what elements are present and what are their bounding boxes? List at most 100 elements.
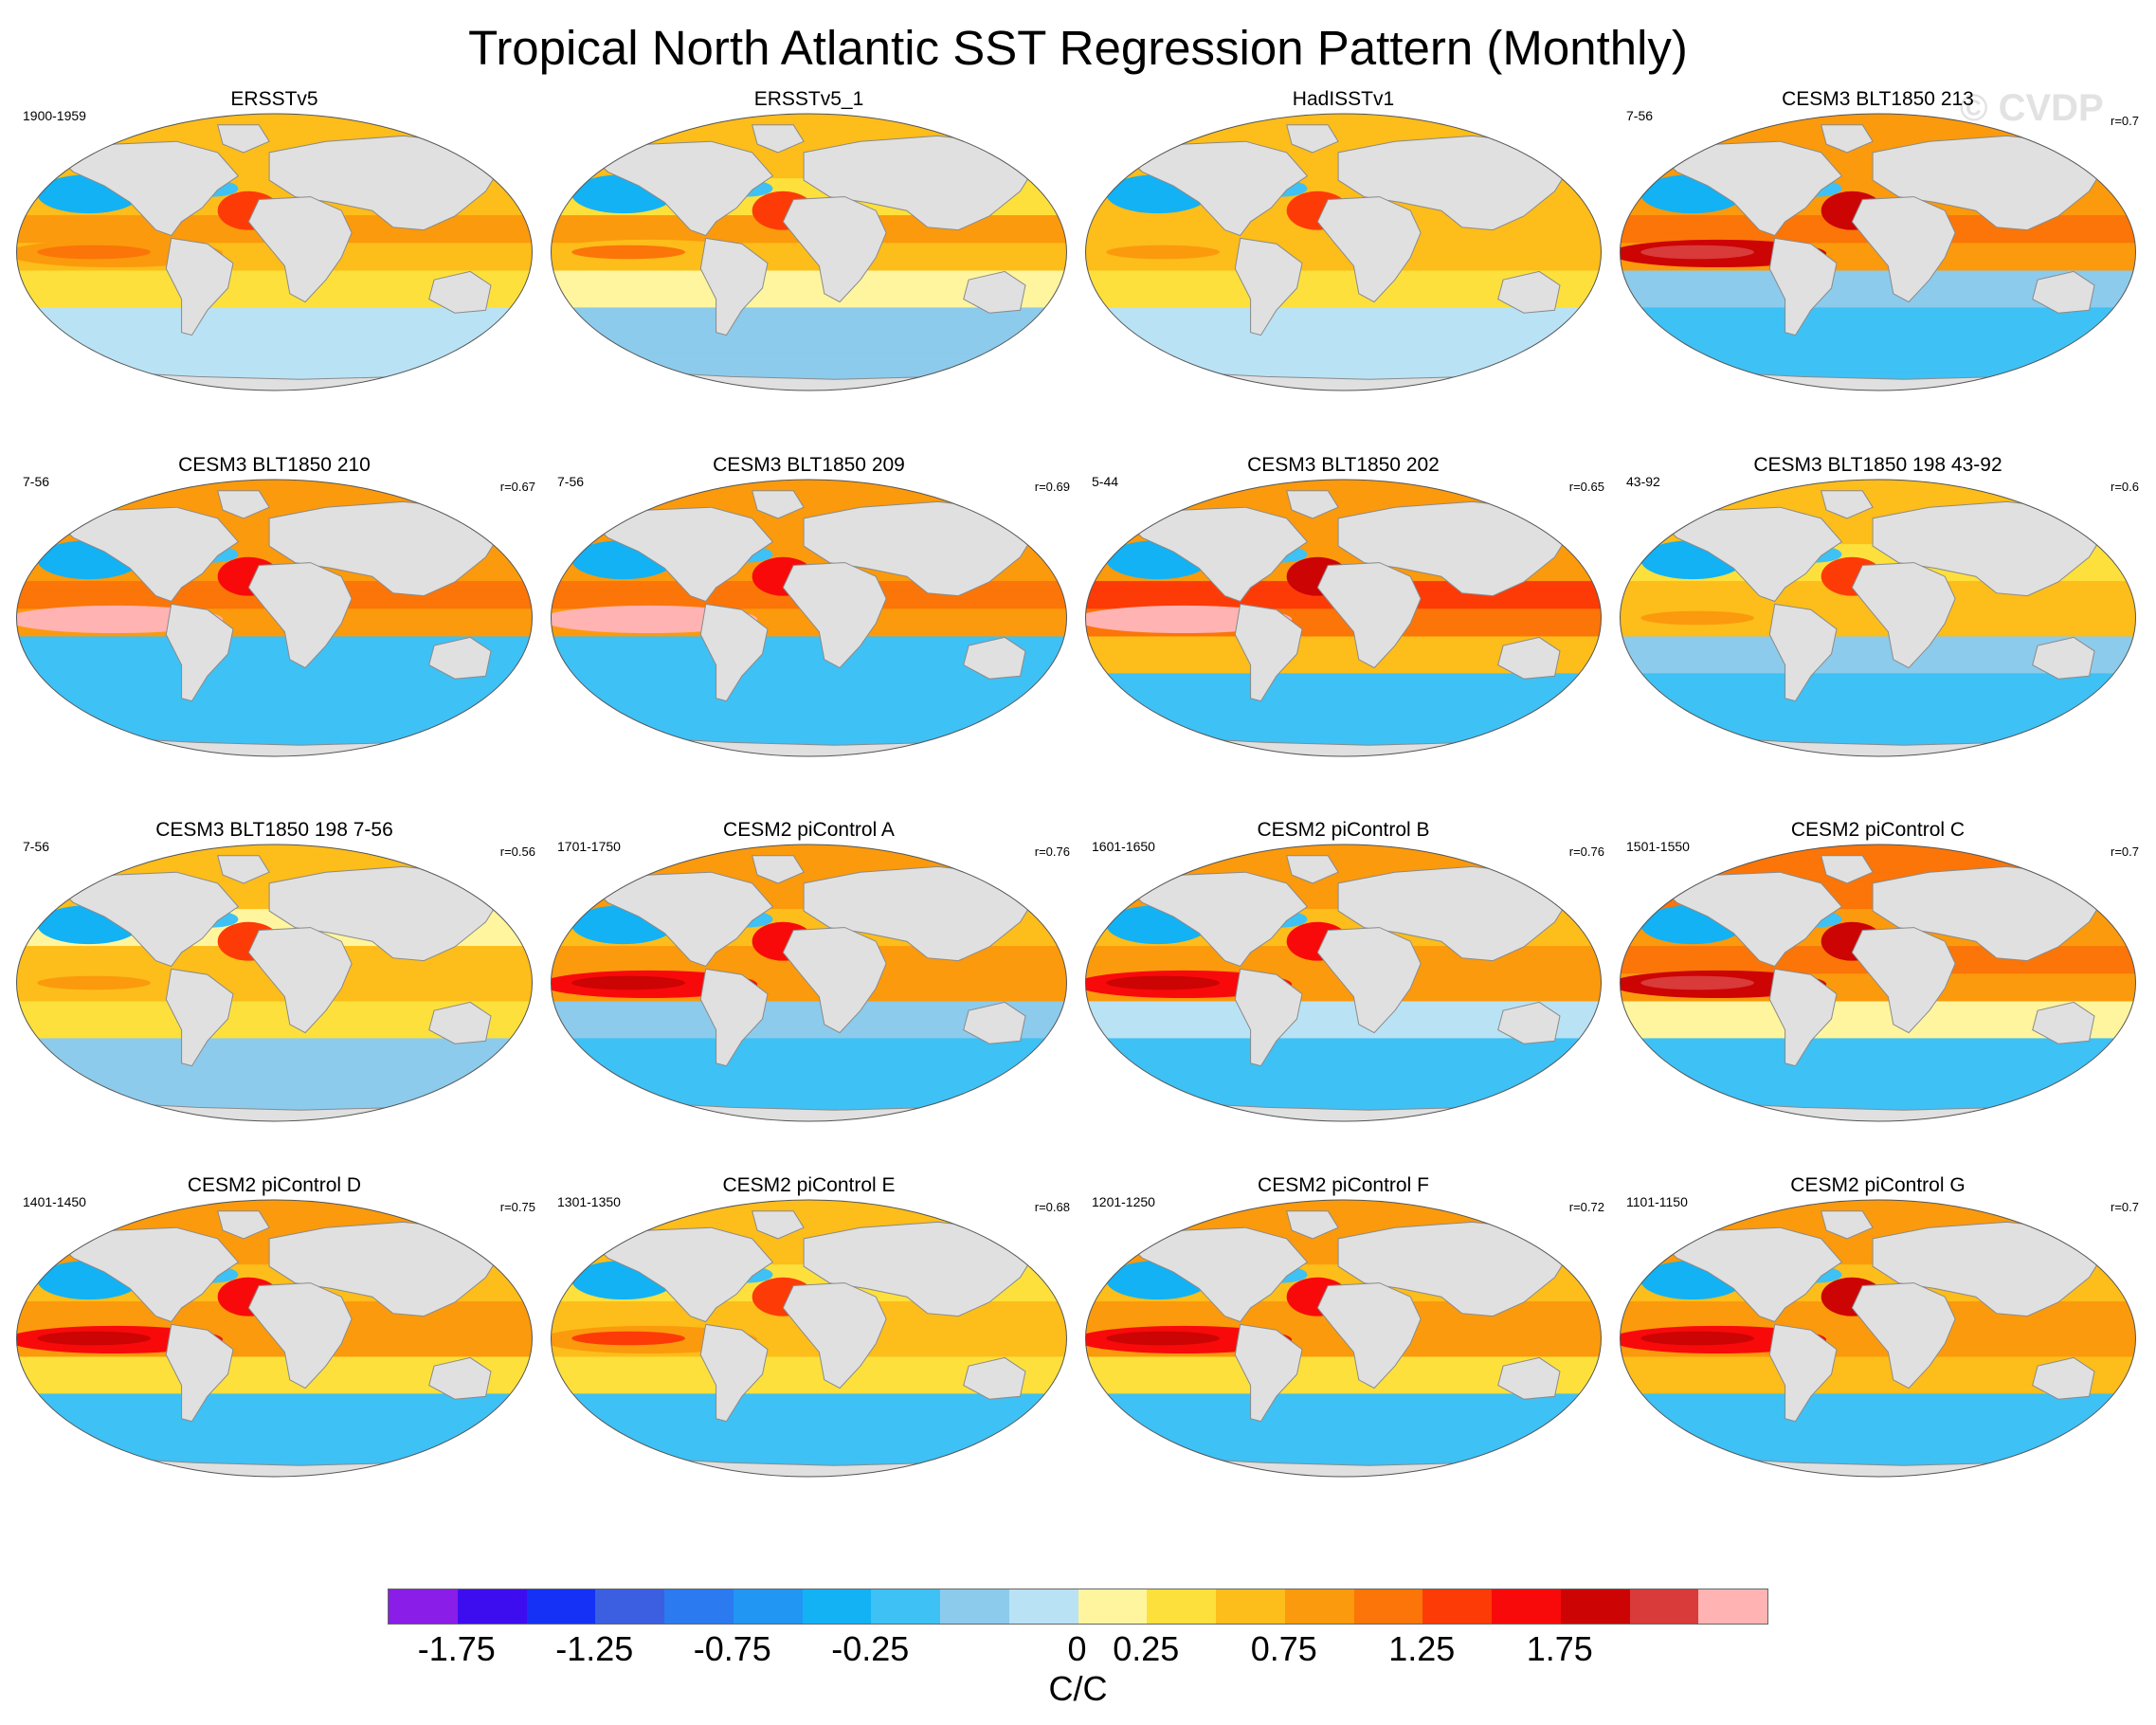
sst-band bbox=[551, 1338, 1067, 1349]
sst-band bbox=[1620, 1047, 2136, 1058]
colorbar-box bbox=[389, 1589, 458, 1624]
panel-title: CESM3 BLT1850 198 7-56 bbox=[155, 819, 393, 841]
land-mass bbox=[247, 196, 353, 303]
sst-band bbox=[1620, 1421, 2136, 1431]
sst-band bbox=[1620, 1019, 2136, 1030]
panel-title: CESM3 BLT1850 209 bbox=[713, 454, 905, 476]
sst-band bbox=[16, 344, 533, 354]
sst-band bbox=[16, 362, 533, 373]
sst-band bbox=[1620, 354, 2136, 364]
sst-band bbox=[551, 1056, 1067, 1067]
sst-band bbox=[16, 1038, 533, 1048]
sst-band bbox=[1620, 1102, 2136, 1113]
sst-band bbox=[1620, 325, 2136, 336]
sst-band bbox=[1620, 719, 2136, 730]
map-panel: CESM2 piControl G 1101-1150 r=0.7 bbox=[1611, 1173, 2145, 1500]
map-panel: CESM2 piControl C 1501-1550 r=0.7 bbox=[1611, 818, 2145, 1145]
sst-band bbox=[1620, 872, 2136, 882]
sst-band bbox=[1620, 553, 2136, 564]
eq-pacific-core bbox=[571, 245, 685, 260]
sst-band bbox=[551, 700, 1067, 711]
sst-band bbox=[1085, 141, 1602, 152]
eq-pacific-core bbox=[1106, 245, 1220, 260]
sst-band bbox=[551, 991, 1067, 1002]
land-mass bbox=[1497, 1356, 1561, 1400]
sst-band bbox=[551, 1093, 1067, 1104]
sst-band bbox=[1620, 298, 2136, 308]
sst-band bbox=[1085, 728, 1602, 739]
colorbar-tick-label: 1.25 bbox=[1388, 1629, 1456, 1668]
sst-band bbox=[1620, 1010, 2136, 1021]
colorbar-tick-label: 0 bbox=[1067, 1629, 1087, 1668]
map-outline bbox=[1620, 1199, 2136, 1478]
sst-band bbox=[1085, 1056, 1602, 1067]
map-outline bbox=[551, 479, 1067, 757]
sst-band bbox=[1620, 122, 2136, 133]
sst-band bbox=[1085, 618, 1602, 628]
sst-band bbox=[1085, 307, 1602, 318]
colorbar-box bbox=[733, 1589, 803, 1624]
land-mass bbox=[2032, 1001, 2095, 1044]
sst-band bbox=[16, 122, 533, 133]
map-panel: CESM3 BLT1850 209 7-56 r=0.69 bbox=[542, 453, 1076, 780]
sst-band bbox=[1085, 325, 1602, 336]
sst-band bbox=[16, 1347, 533, 1357]
sst-band bbox=[1085, 1384, 1602, 1394]
sst-band bbox=[551, 1200, 1067, 1210]
sst-band bbox=[1085, 122, 1602, 133]
sst-band bbox=[1620, 1065, 2136, 1076]
panel-years-label: 1701-1750 bbox=[557, 839, 621, 854]
panel-title: CESM3 BLT1850 210 bbox=[178, 454, 371, 476]
eq-pacific-core bbox=[1106, 610, 1220, 626]
sst-band bbox=[1620, 1411, 2136, 1423]
sst-band bbox=[551, 122, 1067, 133]
land-mass bbox=[1316, 927, 1422, 1034]
sst-band bbox=[1620, 1347, 2136, 1357]
sst-band bbox=[551, 719, 1067, 730]
panel-years-label: 7-56 bbox=[23, 839, 50, 854]
sst-band bbox=[1085, 252, 1602, 263]
land-mass bbox=[586, 506, 774, 603]
sst-band bbox=[551, 983, 1067, 993]
land-mass bbox=[247, 927, 353, 1034]
sst-band bbox=[16, 1366, 533, 1376]
cvdp-watermark: © CVDP bbox=[1960, 87, 2104, 129]
land-mass bbox=[1821, 1210, 1874, 1240]
panel-years-label: 43-92 bbox=[1626, 474, 1660, 489]
sst-band bbox=[551, 1208, 1067, 1219]
sst-band bbox=[551, 1010, 1067, 1021]
colorbar-tick-label: 0.25 bbox=[1113, 1629, 1180, 1668]
sst-band bbox=[1620, 844, 2136, 855]
sst-band bbox=[551, 862, 1067, 873]
sst-band bbox=[1085, 362, 1602, 373]
sst-band bbox=[16, 488, 533, 499]
map-panel: CESM2 piControl A 1701-1750 r=0.76 bbox=[542, 818, 1076, 1145]
sst-band bbox=[551, 553, 1067, 564]
sst-band bbox=[16, 480, 533, 490]
land-mass bbox=[2032, 636, 2095, 680]
sst-band bbox=[16, 1430, 533, 1441]
land-mass bbox=[165, 237, 234, 336]
sst-band bbox=[551, 480, 1067, 490]
sst-band bbox=[551, 1403, 1067, 1413]
sst-band bbox=[16, 1093, 533, 1104]
sst-band bbox=[16, 114, 533, 124]
sst-band bbox=[1085, 853, 1602, 863]
sst-band bbox=[1085, 983, 1602, 993]
sst-band bbox=[16, 298, 533, 308]
sst-band bbox=[1085, 917, 1602, 929]
sst-band bbox=[16, 507, 533, 518]
sst-band bbox=[551, 498, 1067, 508]
sst-regression-map bbox=[1620, 479, 2136, 757]
sst-band bbox=[551, 1440, 1067, 1450]
land-mass bbox=[247, 1282, 353, 1389]
sst-band bbox=[1085, 872, 1602, 882]
sst-band bbox=[551, 1019, 1067, 1030]
panel-title: HadISSTv1 bbox=[1292, 88, 1395, 110]
sst-band bbox=[1620, 132, 2136, 142]
sst-band bbox=[16, 728, 533, 739]
sst-band bbox=[551, 1075, 1067, 1085]
sst-band bbox=[1085, 700, 1602, 711]
map-panel: ERSSTv5_1 bbox=[542, 87, 1076, 414]
land-mass bbox=[1655, 506, 1843, 603]
